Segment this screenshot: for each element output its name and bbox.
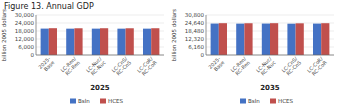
x-tick-label-line: RC-CoR xyxy=(140,59,158,77)
x-tick-label-line: Base xyxy=(213,59,226,72)
bar xyxy=(219,23,227,55)
panel: 0 6,000 12,000 18,000 24,000 30,000 billion 20… xyxy=(1,9,164,104)
legend-swatch xyxy=(100,99,106,104)
grid-line xyxy=(36,15,164,16)
y-tick-label: 18,000 xyxy=(15,28,35,34)
legend: Bsln HCES xyxy=(70,98,123,104)
grid-line xyxy=(206,15,334,16)
x-tick-label-line: RC-CnS xyxy=(115,59,132,76)
bar xyxy=(143,29,151,55)
bar xyxy=(66,29,74,55)
x-tick-label: LC-Ren/RC-Ren xyxy=(229,55,251,77)
figure: Figure 13. Annual GDP 0 6,000 12,000 18,000 2… xyxy=(0,0,340,112)
y-tick-label: 12,320 xyxy=(185,36,205,42)
y-axis-line xyxy=(36,15,37,55)
legend-label: HCES xyxy=(278,98,293,104)
y-tick-label: 24,000 xyxy=(15,20,35,26)
x-axis-label: 2025 xyxy=(90,84,110,92)
x-tick-label: LC-Ren/RC-Ren xyxy=(59,55,81,77)
x-axis-line xyxy=(36,55,164,56)
y-tick-label: 12,000 xyxy=(15,36,35,42)
x-tick-label: LC-Nuc/RC-Nuc xyxy=(85,55,107,77)
bar xyxy=(117,29,125,55)
bar xyxy=(270,23,278,55)
x-tick-label: LC-Nuc/RC-Nuc xyxy=(255,55,277,77)
x-tick-label-line: RC-Nuc xyxy=(259,59,276,76)
bar xyxy=(287,24,295,55)
y-axis-label: billion 2005 dollars xyxy=(1,9,7,61)
x-axis-label: 2035 xyxy=(260,84,280,92)
grid-line xyxy=(36,23,164,24)
bar xyxy=(49,28,57,55)
y-tick-label: 6,000 xyxy=(18,44,34,50)
y-axis-line xyxy=(206,15,207,55)
y-tick-label: 30,800 xyxy=(185,12,205,18)
y-tick-label: 0 xyxy=(31,52,35,58)
x-axis-line xyxy=(206,55,334,56)
bars xyxy=(41,28,160,55)
panel: 0 6,160 12,320 18,480 24,640 30,800 billion 20… xyxy=(171,9,334,104)
y-axis-label: billion 2005 dollars xyxy=(171,9,177,61)
bar xyxy=(296,23,304,55)
bars xyxy=(211,23,330,55)
bar xyxy=(262,24,270,55)
x-tick-label: LC-CnS/RC-CnS xyxy=(110,55,132,77)
bar xyxy=(244,23,252,55)
x-tick-label-line: Base xyxy=(43,59,56,72)
bar xyxy=(211,24,219,55)
bar xyxy=(236,24,244,55)
bar xyxy=(100,28,108,55)
legend-label: HCES xyxy=(108,98,123,104)
x-tick-label-line: RC-Ren xyxy=(234,59,251,76)
y-tick-label: 0 xyxy=(201,52,205,58)
legend-label: Bsln xyxy=(78,98,90,104)
y-tick-label: 18,480 xyxy=(185,28,205,34)
legend-label: Bsln xyxy=(248,98,260,104)
x-tick-label-line: RC-CoR xyxy=(310,59,328,77)
bar xyxy=(313,24,321,55)
x-tick-label-line: RC-CnS xyxy=(285,59,302,76)
x-tick-label: LC-CoR/RC-CoR xyxy=(306,55,329,78)
x-tick-label: LC-CoR/RC-CoR xyxy=(136,55,159,78)
x-tick-label: 2025-Base xyxy=(37,55,56,74)
background xyxy=(0,0,340,112)
legend-swatch xyxy=(270,99,276,104)
x-tick-label: 2025-Base xyxy=(207,55,226,74)
y-tick-label: 24,640 xyxy=(185,20,205,26)
x-tick-label: LC-CnS/RC-CnS xyxy=(280,55,302,77)
legend-swatch xyxy=(240,99,246,104)
y-tick-label: 6,160 xyxy=(188,44,204,50)
bar xyxy=(74,28,82,55)
legend-swatch xyxy=(70,99,76,104)
grid-line xyxy=(36,55,164,56)
x-tick-label-line: RC-Nuc xyxy=(89,59,106,76)
legend: Bsln HCES xyxy=(240,98,293,104)
x-tick-label-line: RC-Ren xyxy=(64,59,81,76)
bar xyxy=(321,23,329,55)
title: Figure 13. Annual GDP xyxy=(4,2,94,11)
grid-line xyxy=(206,55,334,56)
bar xyxy=(151,28,159,55)
bar xyxy=(126,28,134,55)
bar xyxy=(92,29,100,55)
bar xyxy=(41,29,49,55)
y-tick-label: 30,000 xyxy=(15,12,35,18)
